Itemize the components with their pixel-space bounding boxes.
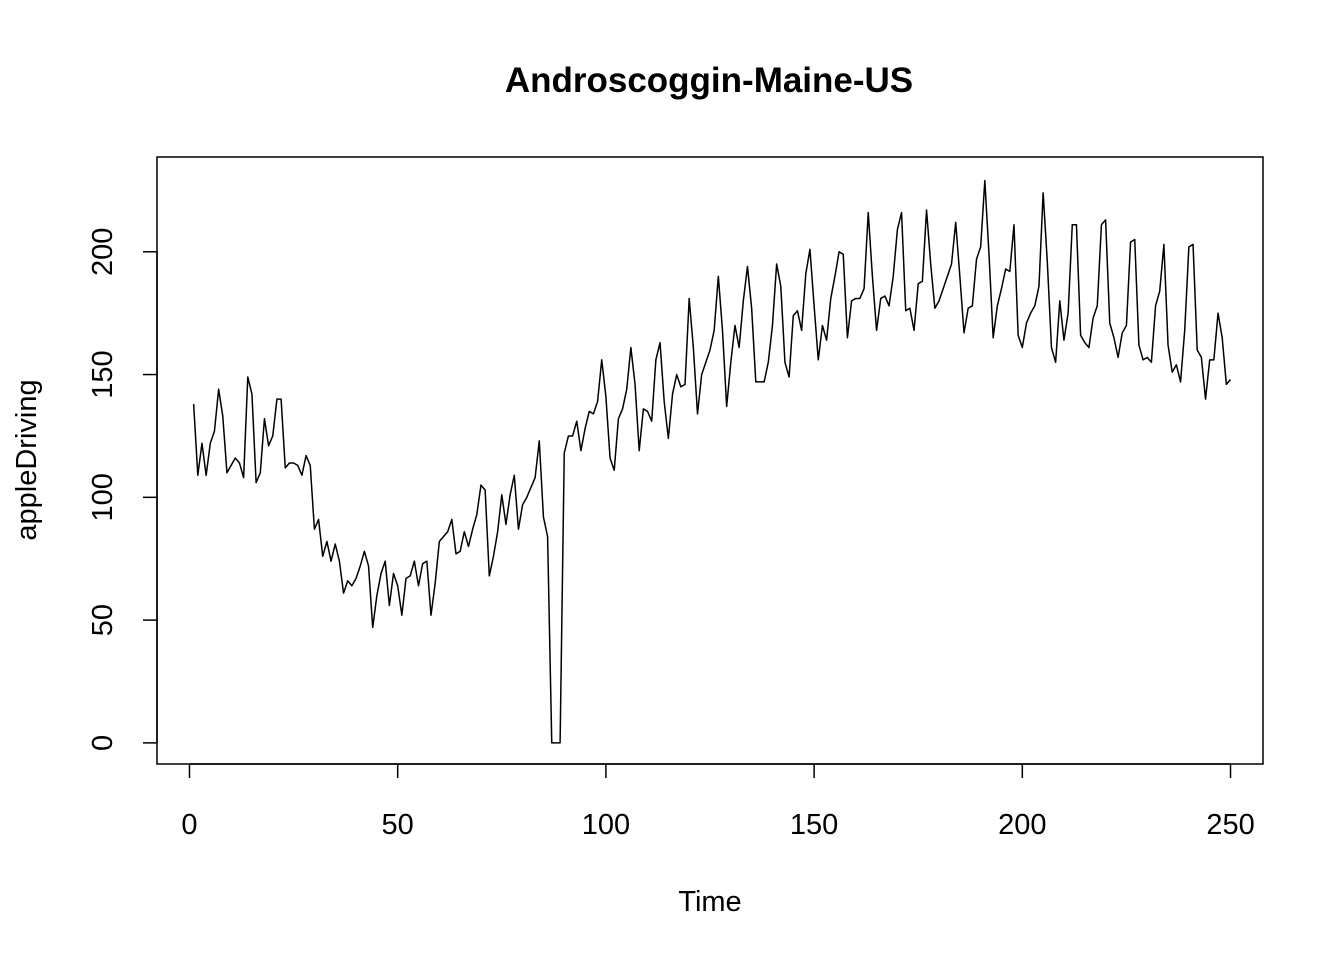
y-tick-label: 50	[87, 604, 119, 636]
x-tick-label: 100	[582, 809, 630, 841]
y-tick-label: 150	[87, 350, 119, 398]
y-axis-label: appleDriving	[11, 379, 43, 540]
chart-title: Androscoggin-Maine-US	[505, 61, 913, 100]
plot-frame	[156, 156, 1264, 765]
x-axis-label: Time	[678, 886, 741, 918]
y-tick-label: 200	[87, 228, 119, 276]
series-line-appleDriving	[192, 179, 1232, 744]
x-tick-label: 250	[1206, 809, 1254, 841]
x-tick-label: 0	[181, 809, 197, 841]
x-tick-label: 150	[790, 809, 838, 841]
x-tick-label: 50	[382, 809, 414, 841]
y-tick-label: 0	[87, 735, 119, 751]
x-axis: 0 50 100 150 200 250	[181, 763, 1255, 841]
y-axis: 0 50 100 150 200	[87, 228, 158, 751]
x-tick-label: 200	[998, 809, 1046, 841]
y-tick-label: 100	[87, 473, 119, 521]
